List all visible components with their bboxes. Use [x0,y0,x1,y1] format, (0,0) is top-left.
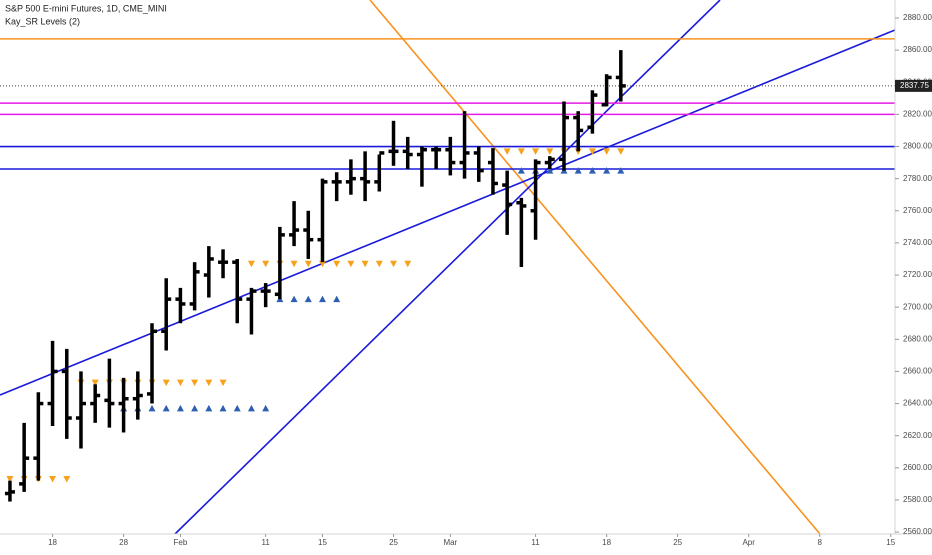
x-tick-label: 15 [318,538,327,547]
plot-area [0,0,896,535]
signal-marker [6,476,14,483]
signal-marker [546,167,554,174]
signal-marker [247,260,255,268]
signal-marker [333,260,341,268]
signal-marker [148,404,156,412]
signal-marker [574,167,582,174]
signal-marker [617,167,625,174]
signal-marker [404,260,412,268]
y-tick-label: 2560.00 [903,527,932,536]
x-tick-label: 25 [389,538,398,547]
signal-marker [347,260,355,268]
signal-marker [290,260,298,268]
signal-marker [247,404,255,412]
signal-marker [162,379,170,387]
signal-marker [176,404,184,412]
signal-marker [546,148,554,155]
signal-marker [162,404,170,412]
y-tick-label: 2720.00 [903,270,932,279]
y-tick-label: 2800.00 [903,142,932,151]
x-tick-label: 28 [119,538,128,547]
signal-marker [375,260,383,268]
signal-marker [49,476,57,483]
y-tick-label: 2880.00 [903,13,932,22]
trend-line [0,29,896,396]
x-tick-label: Feb [174,538,188,547]
x-tick-label: 11 [262,538,271,547]
y-tick-label: 2640.00 [903,399,932,408]
y-tick-label: 2740.00 [903,238,932,247]
signal-marker [262,404,270,412]
signal-marker [503,148,511,155]
signal-marker [219,379,227,387]
signal-marker [588,148,596,155]
signal-marker [176,379,184,387]
x-tick-label: 18 [48,538,57,547]
signal-marker [191,379,199,387]
symbol-title: S&P 500 E-mini Futures, 1D, CME_MINI [5,3,167,13]
y-tick-label: 2700.00 [903,302,932,311]
signal-marker [390,260,398,268]
y-tick-label: 2820.00 [903,109,932,118]
signal-marker [304,260,312,268]
signal-marker [617,148,625,155]
signal-marker [91,379,99,387]
signal-marker [304,295,312,303]
signal-marker [233,404,241,412]
indicator-name: Kay_SR Levels (2) [5,16,80,26]
signal-marker [318,295,326,303]
x-tick-label: 11 [531,538,540,547]
signal-marker [290,295,298,303]
x-tick-label: 8 [817,538,822,547]
signal-marker [333,295,341,303]
signal-marker [63,476,71,483]
trend-line [174,0,721,535]
x-tick-label: 18 [602,538,611,547]
last-price-box [895,79,932,92]
y-tick-label: 2660.00 [903,367,932,376]
x-tick-label: 25 [673,538,682,547]
signal-marker [191,404,199,412]
y-tick-label: 2580.00 [903,495,932,504]
signal-marker [532,148,540,155]
signal-marker [205,379,213,387]
x-tick-label: 15 [886,538,895,547]
x-tick-label: Apr [742,538,755,547]
signal-marker [603,167,611,174]
signal-marker [205,404,213,412]
signal-marker [361,260,369,268]
y-tick-label: 2620.00 [903,431,932,440]
signal-marker [219,404,227,412]
y-tick-label: 2680.00 [903,334,932,343]
y-tick-label: 2600.00 [903,463,932,472]
signal-marker [517,148,525,155]
y-tick-label: 2760.00 [903,206,932,215]
signal-marker [588,167,596,174]
signal-marker [603,148,611,155]
y-tick-label: 2780.00 [903,174,932,183]
y-tick-label: 2860.00 [903,45,932,54]
last-price-label: 2837.75 [900,81,929,90]
signal-marker [517,167,525,174]
x-tick-label: Mar [443,538,457,547]
trend-line [369,0,821,535]
signal-marker [318,260,326,268]
signal-marker [262,260,270,268]
